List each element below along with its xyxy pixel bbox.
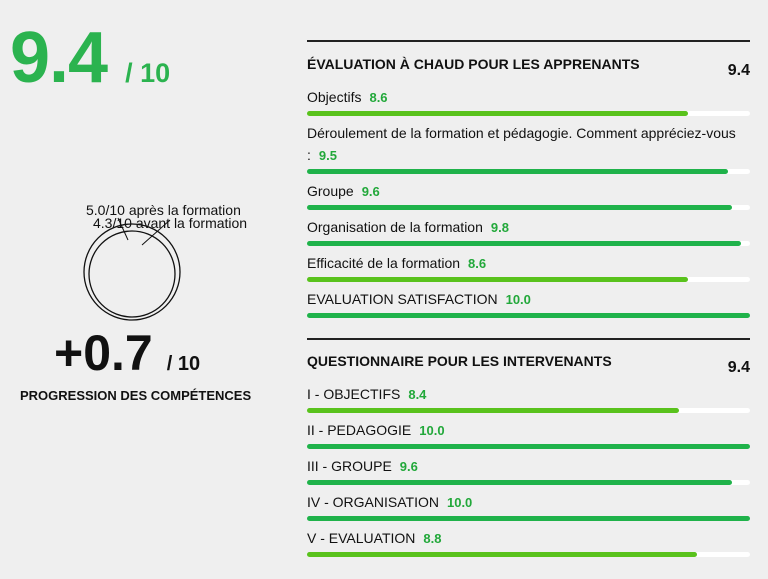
section-header: QUESTIONNAIRE POUR LES INTERVENANTS 9.4 — [307, 353, 750, 377]
item-progress-fill — [307, 277, 688, 282]
item-label: Objectifs — [307, 89, 362, 105]
evaluation-item: Objectifs 8.6 — [307, 86, 750, 116]
evaluation-item: Déroulement de la formation et pédagogie… — [307, 122, 750, 174]
after-training-label: 5.0/10 après la formation — [86, 202, 241, 218]
after-leader-line — [117, 217, 129, 241]
progress-value: +0.7 / 10 — [54, 328, 200, 378]
item-line: II - PEDAGOGIE 10.0 — [307, 419, 750, 442]
section-header: ÉVALUATION À CHAUD POUR LES APPRENANTS 9… — [307, 56, 750, 80]
item-score: 10.0 — [446, 495, 473, 510]
evaluation-item: EVALUATION SATISFACTION 10.0 — [307, 288, 750, 318]
before-circle — [88, 230, 176, 318]
item-progress-bar — [307, 444, 750, 449]
overall-score-value: 9.4 — [10, 18, 108, 98]
item-score: 9.5 — [318, 148, 337, 163]
item-score: 8.8 — [423, 531, 442, 546]
progress-label: PROGRESSION DES COMPÉTENCES — [20, 388, 252, 403]
item-progress-bar — [307, 205, 750, 210]
item-score: 10.0 — [505, 292, 531, 307]
item-line: Groupe 9.6 — [307, 180, 750, 203]
item-label: Organisation de la formation — [307, 219, 483, 235]
item-label: III - GROUPE — [307, 458, 392, 474]
section-divider — [307, 40, 750, 42]
item-progress-bar — [307, 277, 750, 282]
section-total: 9.4 — [727, 359, 750, 376]
item-progress-bar — [307, 111, 750, 116]
item-progress-fill — [307, 480, 733, 485]
evaluation-item: IV - ORGANISATION 10.0 — [307, 491, 750, 521]
item-progress-bar — [307, 480, 750, 485]
evaluation-item: V - EVALUATION 8.8 — [307, 527, 750, 557]
item-progress-fill — [307, 169, 728, 174]
item-progress-fill — [307, 516, 750, 521]
progress-number: +0.7 — [54, 325, 153, 381]
item-progress-bar — [307, 241, 750, 246]
item-line: EVALUATION SATISFACTION 10.0 — [307, 288, 750, 311]
before-training-label: 4.3/10 avant la formation — [93, 215, 248, 231]
evaluation-items: I - OBJECTIFS 8.4 II - PEDAGOGIE 10.0 III - … — [307, 383, 750, 557]
evaluation-item: II - PEDAGOGIE 10.0 — [307, 419, 750, 449]
item-line: Organisation de la formation 9.8 — [307, 216, 750, 239]
item-score: 9.8 — [490, 220, 509, 235]
item-label: Groupe — [307, 183, 354, 199]
section-total: 9.4 — [727, 62, 750, 79]
item-score: 9.6 — [399, 459, 418, 474]
item-progress-fill — [307, 313, 750, 318]
item-label: EVALUATION SATISFACTION — [307, 291, 498, 307]
item-score: 8.6 — [468, 256, 487, 271]
item-progress-fill — [307, 444, 750, 449]
overall-score: 9.4 / 10 — [10, 22, 170, 94]
competence-circles-graphic — [83, 217, 181, 321]
item-score: 8.4 — [408, 387, 427, 402]
item-line: Déroulement de la formation et pédagogie… — [307, 122, 750, 167]
item-label: Efficacité de la formation — [307, 255, 461, 271]
item-score: 8.6 — [369, 90, 388, 105]
item-progress-bar — [307, 169, 750, 174]
progress-denominator: / 10 — [166, 353, 201, 375]
competence-circles: 5.0/10 après la formation 4.3/10 avant l… — [60, 190, 300, 330]
item-score: 10.0 — [419, 423, 445, 438]
item-label: V - EVALUATION — [307, 530, 416, 546]
evaluation-item: Groupe 9.6 — [307, 180, 750, 210]
item-progress-bar — [307, 408, 750, 413]
after-circle — [83, 223, 181, 321]
item-progress-fill — [307, 552, 697, 557]
item-progress-fill — [307, 111, 688, 116]
item-progress-fill — [307, 241, 742, 246]
before-leader-line — [141, 219, 171, 246]
learners-evaluation-section: ÉVALUATION À CHAUD POUR LES APPRENANTS 9… — [307, 40, 750, 318]
evaluation-item: I - OBJECTIFS 8.4 — [307, 383, 750, 413]
item-line: III - GROUPE 9.6 — [307, 455, 750, 478]
evaluation-item: III - GROUPE 9.6 — [307, 455, 750, 485]
item-progress-fill — [307, 205, 733, 210]
item-line: Efficacité de la formation 8.6 — [307, 252, 750, 275]
item-progress-bar — [307, 552, 750, 557]
item-line: IV - ORGANISATION 10.0 — [307, 491, 750, 514]
item-label: I - OBJECTIFS — [307, 386, 401, 402]
item-label: II - PEDAGOGIE — [307, 422, 412, 438]
section-title: QUESTIONNAIRE POUR LES INTERVENANTS — [307, 353, 612, 369]
item-line: Objectifs 8.6 — [307, 86, 750, 109]
item-progress-bar — [307, 516, 750, 521]
item-line: I - OBJECTIFS 8.4 — [307, 383, 750, 406]
item-label: IV - ORGANISATION — [307, 494, 439, 510]
evaluation-items: Objectifs 8.6 Déroulement de la formation … — [307, 86, 750, 318]
item-line: V - EVALUATION 8.8 — [307, 527, 750, 550]
item-score: 9.6 — [361, 184, 380, 199]
item-progress-bar — [307, 313, 750, 318]
evaluation-item: Organisation de la formation 9.8 — [307, 216, 750, 246]
trainers-questionnaire-section: QUESTIONNAIRE POUR LES INTERVENANTS 9.4 … — [307, 338, 750, 557]
evaluation-item: Efficacité de la formation 8.6 — [307, 252, 750, 282]
section-divider — [307, 338, 750, 340]
item-progress-fill — [307, 408, 680, 413]
overall-score-denominator: / 10 — [125, 58, 171, 88]
item-label: Déroulement de la formation et pédagogie… — [307, 125, 736, 163]
section-title: ÉVALUATION À CHAUD POUR LES APPRENANTS — [307, 56, 640, 72]
